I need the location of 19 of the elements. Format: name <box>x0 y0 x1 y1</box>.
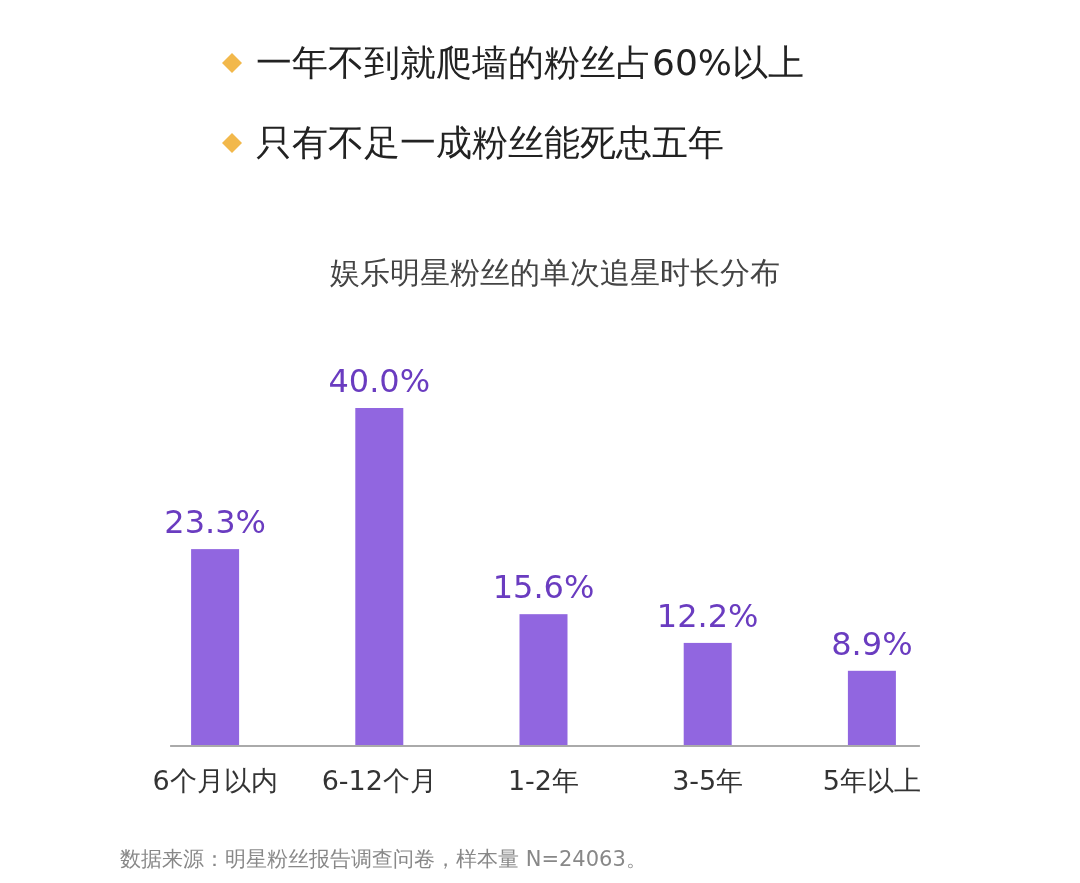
text: 只有不足一成粉丝能死忠五年 <box>256 122 724 163</box>
text: 一年不到就爬墙的粉丝占60%以上 <box>256 42 805 83</box>
bar <box>355 408 404 746</box>
data-label: 8.9% <box>831 624 913 663</box>
bar <box>191 549 240 746</box>
x-tick-label: 5年以上 <box>822 765 921 796</box>
x-tick-label: 6个月以内 <box>152 765 278 796</box>
x-tick-label: 6-12个月 <box>321 765 437 796</box>
bar <box>683 642 732 746</box>
bar <box>847 670 896 746</box>
data-label: 23.3% <box>164 503 266 542</box>
data-label: 15.6% <box>492 568 595 607</box>
x-tick-label: 1-2年 <box>507 765 580 796</box>
x-tick-label: 3-5年 <box>672 765 744 796</box>
data-label: 12.2% <box>656 596 759 635</box>
chart-title: 娱乐明星粉丝的单次追星时长分布 <box>330 255 780 290</box>
bar <box>519 614 568 746</box>
data-label: 40.0% <box>328 362 431 400</box>
source-note: 数据来源：明星粉丝报告调查问卷，样本量 N=24063。 <box>120 847 647 871</box>
